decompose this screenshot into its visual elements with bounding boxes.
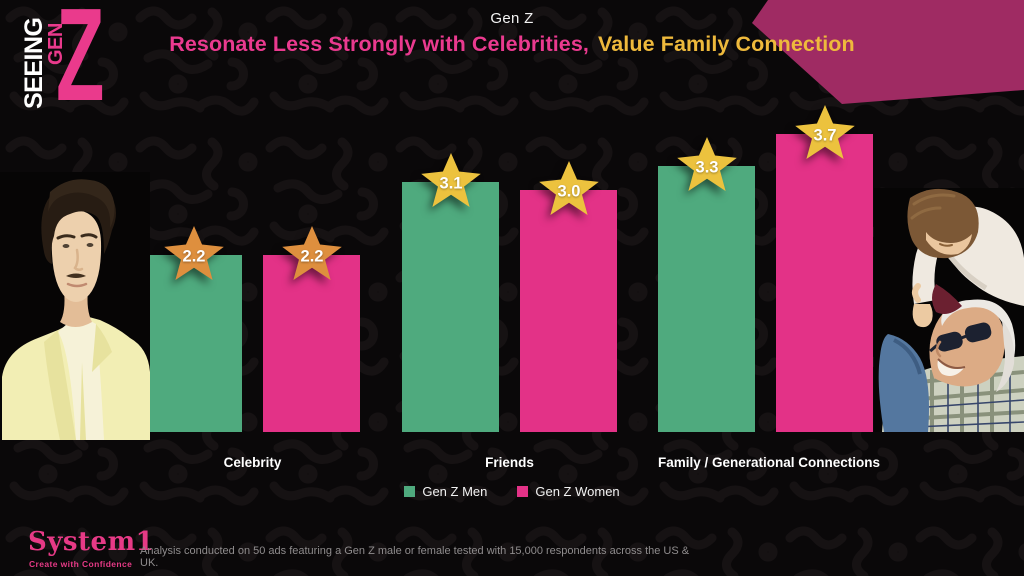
legend-item-gen-z-men: Gen Z Men	[404, 484, 487, 499]
star-value-marker: 3.3	[676, 137, 738, 195]
bar-gen-z-men-family-generational-connections	[658, 166, 755, 432]
family-photo	[874, 188, 1024, 432]
bar-gen-z-men-friends	[402, 182, 499, 432]
bar-value-label: 2.2	[300, 247, 324, 266]
star-value-marker: 2.2	[163, 226, 225, 284]
title-eyebrow: Gen Z	[490, 10, 534, 27]
bar-gen-z-women-celebrity	[263, 255, 360, 432]
header-titles: Gen Z Resonate Less Strongly with Celebr…	[0, 10, 1024, 57]
title-yellow-segment: Value Family Connection	[598, 32, 855, 56]
bar-value-label: 3.1	[439, 174, 463, 193]
bar-value-label: 3.3	[695, 158, 719, 177]
legend-swatch-men	[404, 486, 416, 497]
bar-value-label: 3.0	[557, 182, 581, 201]
legend-label-women: Gen Z Women	[535, 484, 620, 499]
bar-gen-z-women-family-generational-connections	[776, 134, 873, 432]
celebrity-photo	[0, 172, 150, 440]
legend-swatch-women	[517, 486, 529, 497]
star-value-marker: 2.2	[281, 226, 343, 284]
seeing-gen-z-logo: SEEING GEN Z	[20, 0, 130, 121]
bar-value-label: 3.7	[813, 126, 837, 145]
bar-gen-z-women-friends	[520, 190, 617, 432]
category-label-friends: Friends	[485, 455, 534, 470]
chart-legend: Gen Z Men Gen Z Women	[0, 484, 1024, 499]
system1-tagline: Create with Confidence	[29, 559, 133, 569]
star-value-marker: 3.1	[420, 153, 482, 211]
title-pink-segment: Resonate Less Strongly with Celebrities,	[169, 32, 589, 56]
category-label-family-generational-connections: Family / Generational Connections	[658, 455, 881, 470]
bar-value-label: 2.2	[182, 247, 206, 266]
page-title: Resonate Less Strongly with Celebrities,…	[0, 32, 1024, 57]
star-value-marker: 3.0	[538, 161, 600, 219]
bar-gen-z-men-celebrity	[145, 255, 242, 432]
methodology-note: Analysis conducted on 50 ads featuring a…	[140, 545, 690, 569]
legend-label-men: Gen Z Men	[422, 484, 488, 499]
legend-item-gen-z-women: Gen Z Women	[517, 484, 620, 499]
category-label-celebrity: Celebrity	[223, 455, 282, 470]
logo-z-letter: Z	[56, 0, 105, 128]
star-value-marker: 3.7	[794, 105, 856, 163]
system1-logo: System1	[28, 527, 155, 557]
